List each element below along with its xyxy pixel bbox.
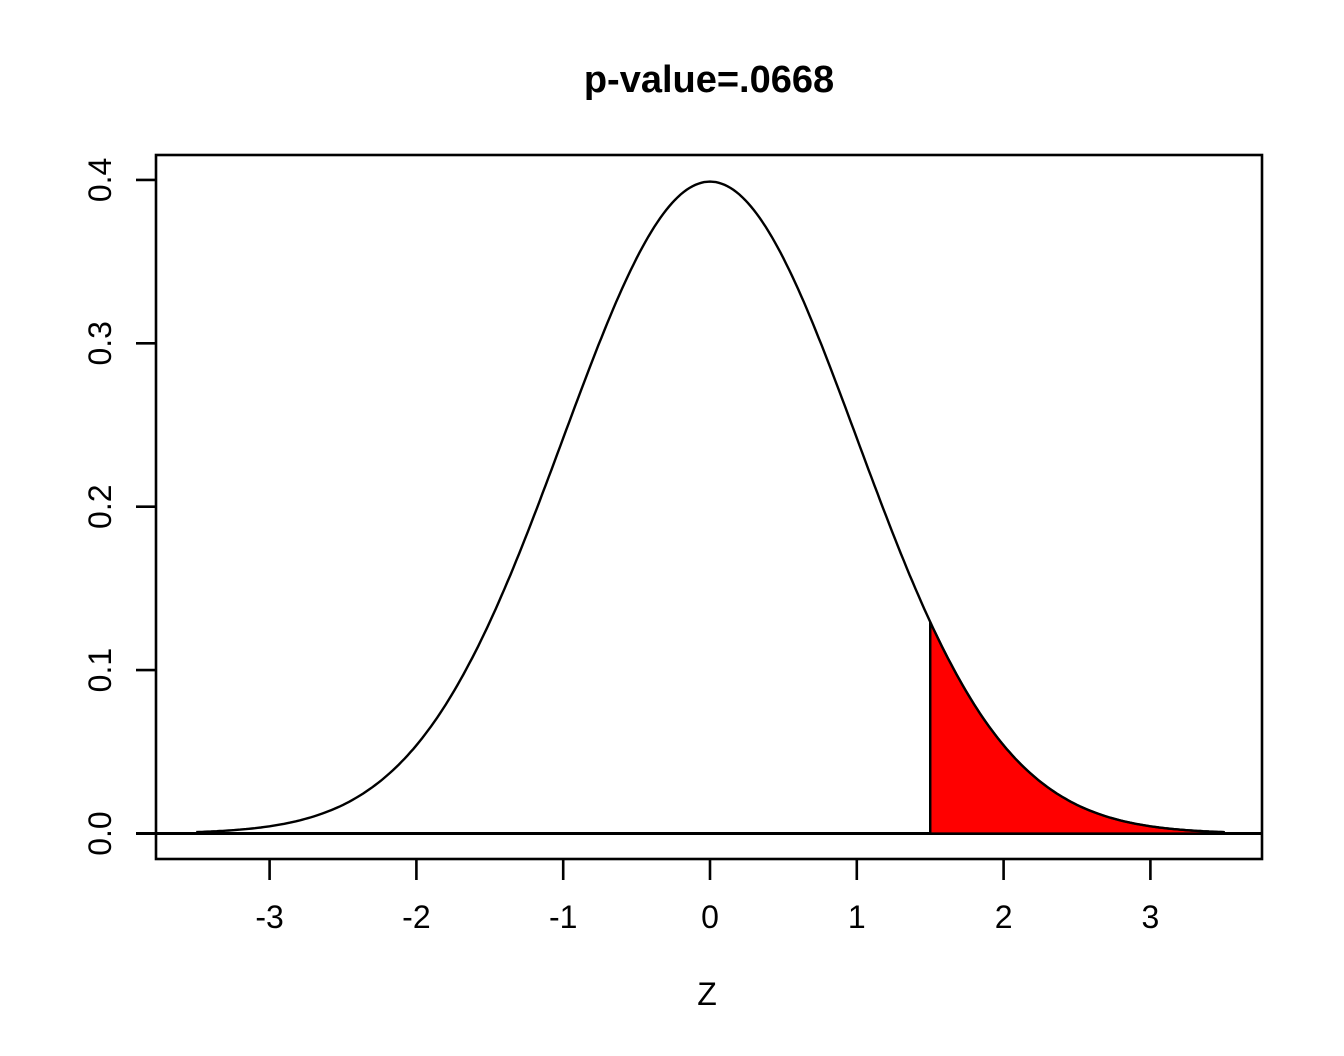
shaded-tail-region [929, 621, 1225, 835]
x-tick-label: 1 [848, 899, 866, 935]
x-tick-label: 0 [701, 899, 719, 935]
x-tick-label: -1 [549, 899, 577, 935]
y-tick-label: 0.4 [82, 158, 118, 202]
x-tick-label: -2 [402, 899, 430, 935]
y-tick-label: 0.3 [82, 321, 118, 365]
chart-layer: -3 -2 -1 0 1 2 3 0.0 0.1 0.2 0.3 0.4 [82, 153, 1264, 935]
x-tick-label: 3 [1142, 899, 1160, 935]
x-axis-title: Z [697, 976, 717, 1012]
plot-title: p-value=.0668 [584, 59, 834, 101]
plot-border [154, 153, 1264, 861]
density-curve [196, 180, 1224, 834]
y-tick-label: 0.0 [82, 811, 118, 855]
y-tick-label: 0.2 [82, 484, 118, 528]
x-tick-label: 2 [995, 899, 1013, 935]
y-tick-label: 0.1 [82, 648, 118, 692]
x-tick-label: -3 [255, 899, 283, 935]
